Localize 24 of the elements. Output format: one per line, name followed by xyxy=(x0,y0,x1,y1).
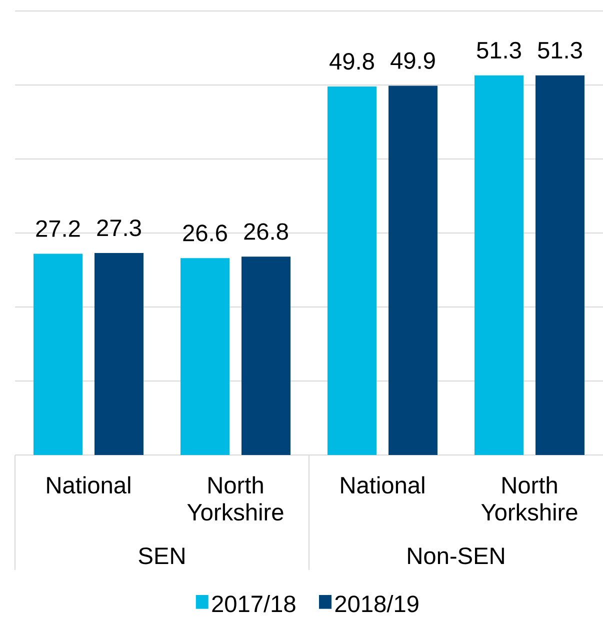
bar xyxy=(328,86,376,455)
data-label: 51.3 xyxy=(538,42,582,59)
x-tick-label: National xyxy=(341,476,424,494)
bar xyxy=(34,254,82,455)
data-label: 51.3 xyxy=(476,42,521,59)
data-label: 49.8 xyxy=(330,53,374,70)
legend-label: 2018/19 xyxy=(335,594,418,612)
bar xyxy=(242,256,290,455)
x-tick-label: North Yorkshire xyxy=(187,476,284,521)
bar xyxy=(536,75,585,455)
data-label: 26.8 xyxy=(244,223,288,240)
x-tick-label: North Yorkshire xyxy=(481,476,578,521)
bar xyxy=(94,252,144,455)
data-label: 27.3 xyxy=(97,220,141,236)
bar xyxy=(180,258,230,455)
bar xyxy=(474,75,524,455)
legend-label: 2017/18 xyxy=(212,594,296,612)
text: SEN xyxy=(138,548,184,564)
data-label: 27.2 xyxy=(36,220,80,237)
x-tick-label: National xyxy=(47,476,130,494)
data-label: 26.6 xyxy=(183,224,227,242)
text: Non-SEN xyxy=(408,548,504,564)
bar xyxy=(388,86,438,455)
data-label: 49.9 xyxy=(390,52,435,69)
